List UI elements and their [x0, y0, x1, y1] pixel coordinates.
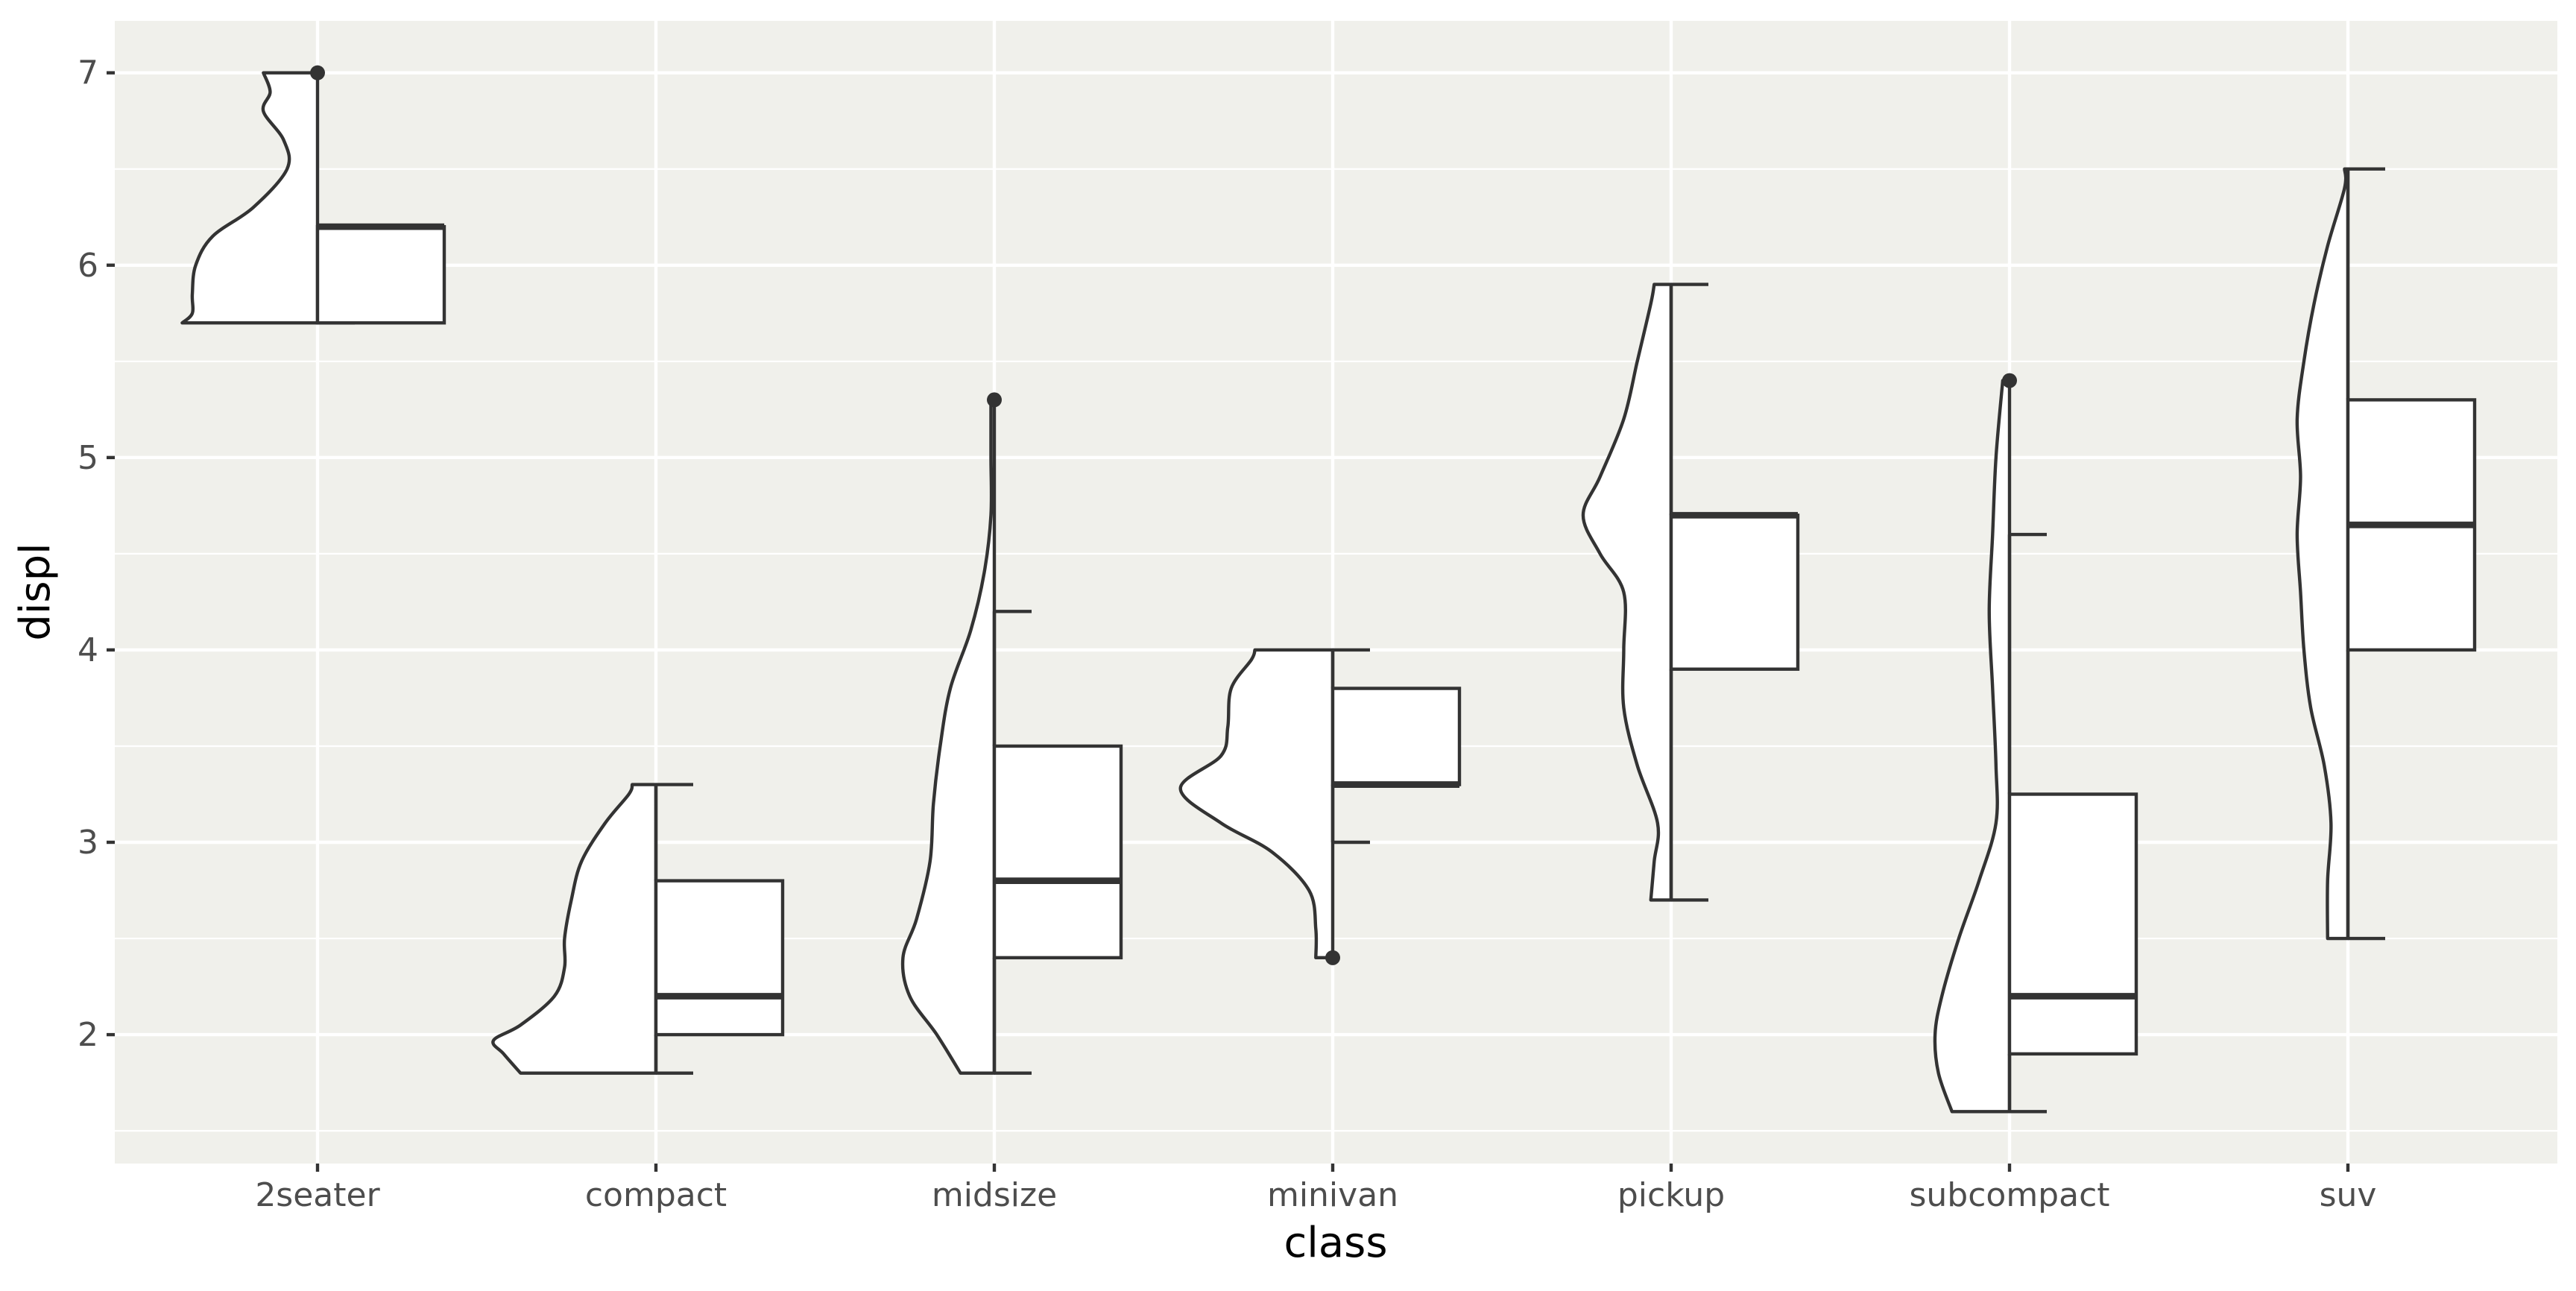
x-axis-title: class: [1284, 1219, 1387, 1267]
box-subcompact: [2007, 792, 2138, 1056]
violin-compact: [491, 783, 658, 1075]
x-tick-label: minivan: [1267, 1176, 1398, 1214]
violin-layer: [180, 71, 2350, 1114]
y-tick-label: 4: [78, 631, 98, 669]
violin-pickup: [1581, 282, 1673, 902]
panel-background: [115, 21, 2557, 1164]
box-midsize: [992, 744, 1123, 960]
x-tick-label: compact: [585, 1176, 727, 1214]
y-tick-label: 5: [78, 439, 98, 477]
x-tick-label: suv: [2320, 1176, 2377, 1214]
x-tick-label: 2seater: [255, 1176, 380, 1214]
violin-minivan: [1178, 648, 1335, 960]
y-tick-label: 3: [78, 824, 98, 862]
x-tick-label: pickup: [1617, 1176, 1725, 1214]
violin-2seater: [180, 71, 320, 325]
box-pickup: [1669, 514, 1800, 671]
outlier-point-minivan: [1325, 950, 1340, 965]
violin-suv: [2295, 167, 2350, 941]
box-compact: [654, 879, 785, 1037]
x-tick-label: midsize: [932, 1176, 1057, 1214]
violin-midsize: [900, 398, 997, 1075]
box-layer: [315, 167, 2477, 1114]
y-tick-label: 7: [78, 54, 98, 92]
axis-layer: 2 3 4 5 6 7 2seater compact midsize minivan pickup…: [78, 54, 2376, 1214]
x-tick-label: subcompact: [1909, 1176, 2109, 1214]
y-axis-title: displ: [11, 543, 60, 640]
y-tick-label: 6: [78, 247, 98, 285]
outlier-point-subcompact: [2002, 373, 2017, 388]
outlier-point-midsize: [987, 392, 1002, 408]
box-minivan: [1330, 686, 1462, 786]
outlier-layer: [310, 65, 2017, 965]
violin-subcompact: [1933, 379, 2012, 1114]
outlier-point-2seater: [310, 65, 325, 81]
box-2seater: [315, 224, 446, 325]
y-tick-label: 2: [78, 1016, 98, 1054]
